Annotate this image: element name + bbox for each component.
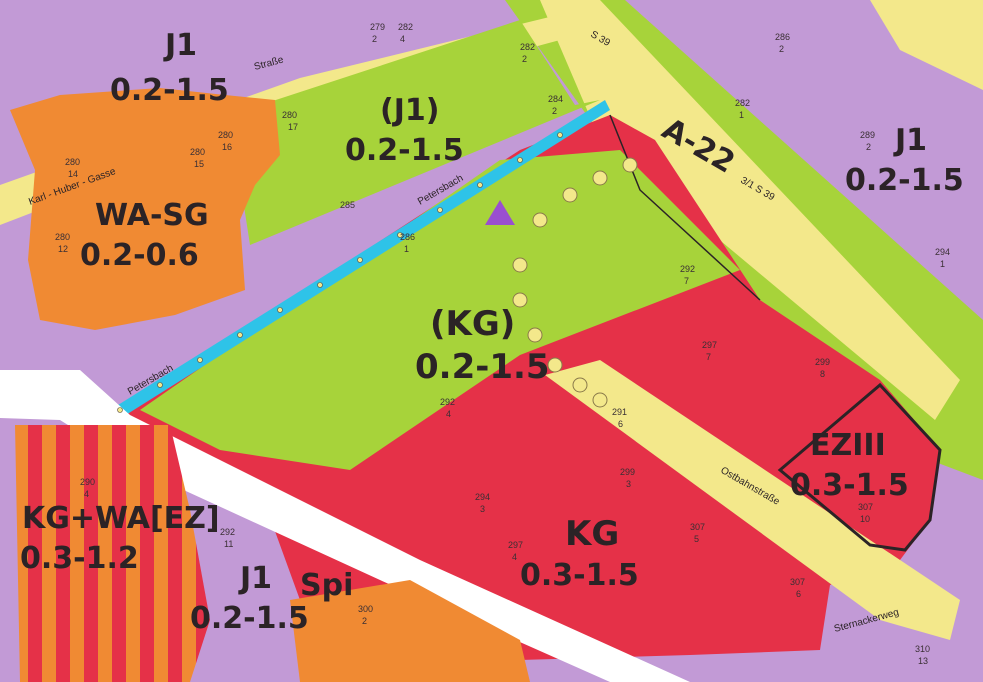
parcel-number: 300: [358, 604, 373, 614]
parcel-subnumber: 7: [684, 276, 689, 286]
parcel-subnumber: 1: [940, 259, 945, 269]
parcel-number: 307: [790, 577, 805, 587]
parcel-subnumber: 5: [694, 534, 699, 544]
parcel-subnumber: 1: [404, 244, 409, 254]
parcel-number: 291: [612, 407, 627, 417]
parcel-subnumber: 2: [866, 142, 871, 152]
tree-row-dots: [117, 132, 563, 413]
zone-code-j1-green: (J1): [380, 93, 439, 128]
parcel-subnumber: 7: [706, 352, 711, 362]
parcel-number: 284: [548, 94, 563, 104]
parcel-subnumber: 2: [372, 34, 377, 44]
eziii-boundary: [777, 382, 942, 552]
parcel-number: 282: [520, 42, 535, 52]
zone-density-kg-red: 0.3-1.5: [520, 558, 639, 593]
parcel-number: 280: [55, 232, 70, 242]
parcel-number: 280: [282, 110, 297, 120]
zone-code-wa-sg: WA-SG: [95, 198, 209, 233]
parcel-subnumber: 2: [522, 54, 527, 64]
parcel-subnumber: 4: [84, 489, 89, 499]
parcel-subnumber: 16: [222, 142, 232, 152]
parcel-number: 307: [858, 502, 873, 512]
parcel-subnumber: 12: [58, 244, 68, 254]
kg-wa-ez-striped-zone: [15, 425, 210, 682]
zone-density-kg-green: 0.2-1.5: [415, 347, 550, 387]
parcel-number: 285: [340, 200, 355, 210]
zone-code-kg-wa-ez: KG+WA[EZ]: [22, 501, 220, 536]
parcel-number: 297: [508, 540, 523, 550]
zone-code-kg-red: KG: [565, 514, 619, 554]
zone-code-kg-green: (KG): [430, 304, 515, 344]
spi-label: Spi: [300, 568, 353, 603]
purple-triangle-marker: [485, 200, 515, 225]
parcel-subnumber: 2: [552, 106, 557, 116]
parcel-number: 279: [370, 22, 385, 32]
ostbahnstrasse-road: [545, 360, 960, 640]
parcel-number: 289: [860, 130, 875, 140]
parcel-number: 299: [815, 357, 830, 367]
zone-density-kg-wa-ez: 0.3-1.2: [20, 541, 139, 576]
parcel-subnumber: 3: [480, 504, 485, 514]
a22-highway: [540, 0, 960, 420]
parcel-number: 282: [398, 22, 413, 32]
parcel-number: 282: [735, 98, 750, 108]
zone-density-wa-sg: 0.2-0.6: [80, 238, 199, 273]
wa-sg-orange-zone: [10, 88, 280, 330]
zone-density-j1-green: 0.2-1.5: [345, 133, 464, 168]
parcel-number: 294: [475, 492, 490, 502]
parcel-number: 290: [80, 477, 95, 487]
parcel-subnumber: 1: [739, 110, 744, 120]
parcel-number: 280: [65, 157, 80, 167]
zone-density-j1-right: 0.2-1.5: [845, 163, 964, 198]
parcel-number: 292: [680, 264, 695, 274]
parcel-number: 297: [702, 340, 717, 350]
zone-code-j1-right: J1: [893, 123, 927, 158]
zone-code-j1-bottom: J1: [238, 561, 272, 596]
yellow-zone-top-right: [870, 0, 983, 90]
zone-density-eziii: 0.3-1.5: [790, 468, 909, 503]
parcel-subnumber: 10: [860, 514, 870, 524]
parcel-number: 292: [440, 397, 455, 407]
parcel-number: 280: [218, 130, 233, 140]
parcel-subnumber: 6: [796, 589, 801, 599]
parcel-subnumber: 4: [400, 34, 405, 44]
lower-orange-zone: [290, 580, 530, 682]
j1-green-zone: [230, 20, 600, 245]
parcel-number: 307: [690, 522, 705, 532]
parcel-number: 294: [935, 247, 950, 257]
parcel-number: 280: [190, 147, 205, 157]
parcel-subnumber: 3: [626, 479, 631, 489]
kg-green-zone: [140, 150, 740, 470]
zone-code-eziii: EZIII: [810, 428, 886, 463]
zone-density-j1-bottom: 0.2-1.5: [190, 601, 309, 636]
kg-boundary-line: [609, 114, 761, 301]
parcel-subnumber: 17: [288, 122, 298, 132]
parcel-subnumber: 6: [618, 419, 623, 429]
parcel-number: 286: [775, 32, 790, 42]
parcel-subnumber: 8: [820, 369, 825, 379]
parcel-subnumber: 13: [918, 656, 928, 666]
parcel-number: 299: [620, 467, 635, 477]
parcel-number: 310: [915, 644, 930, 654]
parcel-subnumber: 14: [68, 169, 78, 179]
parcel-subnumber: 15: [194, 159, 204, 169]
parcel-subnumber: 2: [362, 616, 367, 626]
zone-density-j1-top: 0.2-1.5: [110, 73, 229, 108]
tree-row-large-dots: [512, 157, 638, 408]
parcel-subnumber: 4: [446, 409, 451, 419]
parcel-subnumber: 11: [224, 539, 233, 549]
zone-code-j1-top: J1: [163, 28, 197, 63]
parcel-subnumber: 2: [779, 44, 784, 54]
parcel-number: 286: [400, 232, 415, 242]
parcel-subnumber: 4: [512, 552, 517, 562]
parcel-number: 292: [220, 527, 235, 537]
